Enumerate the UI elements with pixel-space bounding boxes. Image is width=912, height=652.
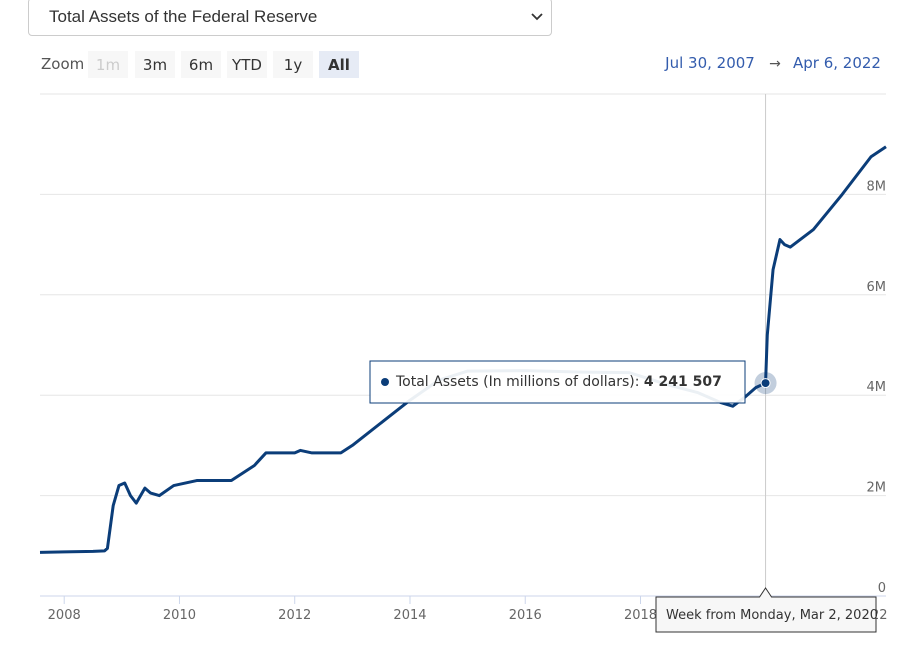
x-tick-label: 2014 [393, 608, 426, 623]
tooltip-value: 4 241 507 [644, 374, 722, 390]
grid: 02M4M6M8M2008201020122014201620182020202… [40, 94, 888, 623]
zoom-button-bg [88, 51, 128, 78]
x-tooltip-box [655, 587, 877, 633]
y-tick-label: 6M [867, 280, 887, 295]
zoom-button-bg[interactable] [273, 51, 313, 78]
zoom-label: Zoom [41, 55, 84, 73]
y-tick-label: 4M [867, 380, 887, 395]
x-tick-label: 2012 [278, 608, 311, 623]
tooltip-text: Total Assets (In millions of dollars): 4… [395, 374, 722, 390]
x-tick-label: 2010 [163, 608, 196, 623]
tooltip: Total Assets (In millions of dollars): 4… [369, 360, 878, 633]
y-tick-label: 0 [878, 581, 886, 596]
zoom-button[interactable]: All [328, 56, 350, 74]
zoom-button-bg[interactable] [181, 51, 221, 78]
tooltip-sep: : [635, 374, 644, 390]
tooltip-box [369, 360, 746, 404]
zoom-button[interactable]: YTD [231, 56, 262, 74]
hover-point [760, 378, 771, 389]
zoom-button[interactable]: 3m [143, 56, 167, 74]
y-tick-label: 2M [867, 481, 887, 496]
range-arrow: → [769, 56, 781, 72]
tooltip-series-name: Total Assets (In millions of dollars) [395, 374, 635, 390]
x-tick-label: 2018 [624, 608, 657, 623]
range-from[interactable]: Jul 30, 2007 [664, 54, 755, 72]
series-dropdown[interactable]: Total Assets of the Federal Reserve [28, 0, 552, 36]
zoom-button: 1m [96, 56, 120, 74]
x-tick-label: 2008 [48, 608, 81, 623]
zoom-button[interactable]: 1y [284, 56, 303, 74]
zoom-button[interactable]: 6m [189, 56, 213, 74]
dropdown-label: Total Assets of the Federal Reserve [49, 7, 318, 26]
zoom-button-bg[interactable] [135, 51, 175, 78]
range-to[interactable]: Apr 6, 2022 [793, 54, 881, 72]
x-tick-label: 2016 [509, 608, 542, 623]
plot [39, 145, 887, 554]
tooltip-dot [381, 378, 389, 386]
x-tooltip-text: Week from Monday, Mar 2, 2020 [666, 608, 878, 623]
y-tick-label: 8M [867, 179, 887, 194]
series-line [39, 145, 887, 554]
zoom-button-bg[interactable] [319, 51, 359, 78]
dropdown-arrow [531, 13, 543, 21]
zoom-button-bg[interactable] [227, 51, 267, 78]
zoom-buttons: 1m 3m 6m YTD 1y All [88, 51, 359, 78]
